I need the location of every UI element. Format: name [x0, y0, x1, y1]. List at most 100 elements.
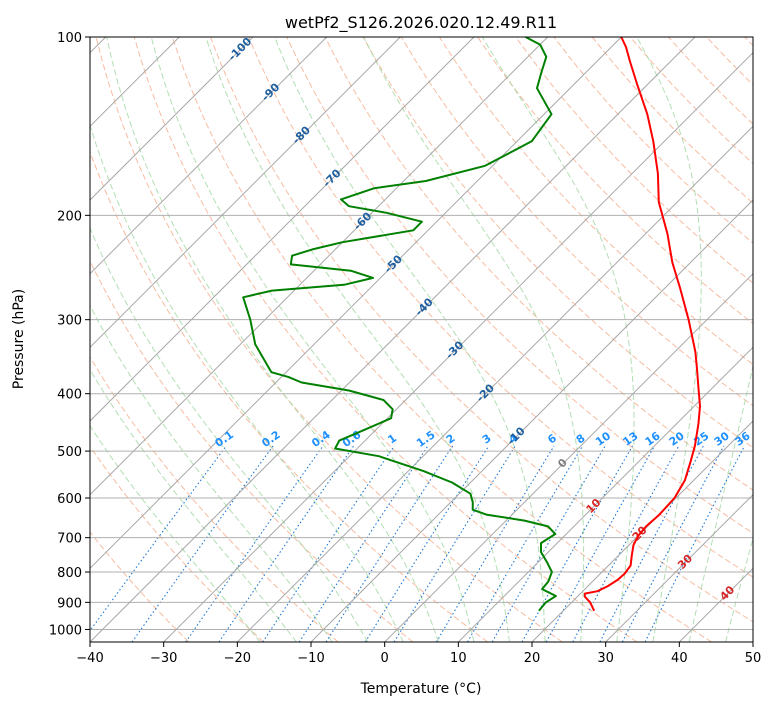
- mixing-ratio-label: 1: [385, 432, 399, 447]
- plot-area: 0.1 0.2 0.4 0.6 1 1.5 2 3 4 6 8 10 13 16 20 25 30 36-100-…: [90, 37, 753, 642]
- mixing-ratio-line: [599, 445, 704, 642]
- isotherm-label: 10: [584, 496, 604, 516]
- isotherm: [457, 346, 753, 642]
- x-tick-label: −20: [224, 651, 251, 666]
- dry-adiabat: [438, 37, 753, 366]
- dry-adiabat: [90, 445, 264, 642]
- isotherm-label: -30: [443, 338, 466, 361]
- mixing-ratio-line: [467, 445, 584, 642]
- x-tick-label: 50: [745, 651, 762, 666]
- isotherm-label: 40: [717, 583, 737, 603]
- y-tick-label: 500: [57, 445, 82, 460]
- mixing-ratio-line: [262, 445, 395, 642]
- isotherm: [90, 37, 401, 349]
- isotherm: [90, 37, 549, 496]
- mixing-ratio-label: 10: [593, 429, 613, 449]
- mixing-ratio-line: [393, 445, 516, 642]
- moist-adiabat: [90, 424, 261, 642]
- isotherm: [236, 125, 753, 642]
- mixing-ratio-label: 0.2: [259, 428, 282, 450]
- x-tick-label: 30: [597, 651, 614, 666]
- line-labels: 0.1 0.2 0.4 0.6 1 1.5 2 3 4 6 8 10 13 16 20 25 30 36-100-…: [213, 37, 753, 603]
- x-tick-label: 10: [450, 651, 467, 666]
- dewpoint-profile: [242, 37, 557, 612]
- dry-adiabat: [90, 356, 339, 642]
- mixing-ratio-label: 13: [620, 429, 640, 448]
- dry-adiabats: [90, 37, 753, 642]
- moist-adiabat: [90, 123, 404, 642]
- mixing-ratio-line: [621, 445, 725, 642]
- mixing-ratio-line: [298, 445, 429, 642]
- dry-adiabat: [706, 37, 753, 86]
- plot-frame: [89, 36, 754, 643]
- mixing-ratio-lines: [90, 445, 746, 642]
- dry-adiabat: [90, 259, 414, 642]
- isotherm: [384, 272, 753, 642]
- isotherm-label: -50: [382, 252, 405, 275]
- moist-adiabat: [363, 37, 585, 642]
- moist-adiabat: [90, 304, 333, 642]
- mixing-ratio-label: 20: [667, 429, 687, 449]
- x-tick-label: 0: [381, 651, 389, 666]
- dry-adiabat: [477, 37, 753, 325]
- moist-adiabats: [90, 37, 753, 642]
- temperature-profile: [583, 37, 701, 612]
- isotherm: [90, 37, 622, 570]
- mixing-ratio-label: 16: [643, 429, 663, 449]
- dry-adiabat: [515, 37, 753, 284]
- mixing-ratio-label: 1.5: [414, 428, 437, 450]
- x-axis-label: Temperature (°C): [360, 681, 482, 697]
- isotherm: [163, 51, 753, 642]
- dry-adiabat: [90, 531, 190, 642]
- x-axis: −40 −30 −20 −10 0 10 20 30 40 50: [76, 642, 761, 666]
- y-tick-label: 400: [57, 388, 82, 403]
- mixing-ratio-line: [218, 445, 355, 642]
- y-axis-label: Pressure (hPa): [11, 289, 27, 389]
- dry-adiabat: [668, 37, 753, 125]
- isotherm-gridlines: [90, 37, 753, 642]
- mixing-ratio-line: [572, 445, 680, 642]
- chart-title: wetPf2_S126.2026.020.12.49.R11: [285, 13, 557, 33]
- moist-adiabat: [205, 37, 510, 642]
- y-tick-label: 100: [57, 31, 82, 46]
- mixing-ratio-label: 0.1: [213, 428, 236, 450]
- x-tick-label: −10: [297, 651, 324, 666]
- mixing-ratio-line: [435, 445, 555, 642]
- y-tick-label: 300: [57, 314, 82, 329]
- moist-adiabat: [150, 37, 475, 642]
- mixing-ratio-line: [90, 445, 227, 632]
- profile-series: [242, 37, 701, 612]
- moist-adiabat: [106, 37, 439, 642]
- y-tick-label: 200: [57, 209, 82, 224]
- mixing-ratio-line: [545, 445, 656, 642]
- isotherm: [90, 37, 475, 422]
- x-tick-label: −40: [76, 651, 103, 666]
- mixing-ratio-label: 2: [444, 432, 458, 447]
- isotherm: [90, 37, 254, 201]
- mixing-ratio-label: 3: [480, 432, 494, 447]
- mixing-ratio-line: [644, 445, 746, 642]
- pressure-gridlines: [90, 37, 753, 630]
- dry-adiabat: [95, 37, 563, 642]
- mixing-ratio-label: 6: [545, 431, 559, 446]
- dry-adiabat: [90, 150, 488, 642]
- isotherm-label: -20: [474, 381, 497, 404]
- dry-adiabat: [248, 37, 753, 578]
- y-tick-label: 600: [57, 492, 82, 507]
- isotherm: [90, 37, 696, 642]
- y-tick-label: 700: [57, 532, 82, 547]
- dry-adiabat: [591, 37, 753, 204]
- isotherm: [605, 493, 753, 642]
- moist-adiabat: [688, 363, 753, 642]
- dry-adiabat: [553, 37, 753, 244]
- y-axis: 100 200 300 400 500 600 700 800 900 1000: [49, 31, 90, 638]
- x-tick-label: 20: [524, 651, 541, 666]
- mixing-ratio-line: [185, 445, 324, 642]
- dry-adiabat: [133, 37, 638, 642]
- moist-adiabat: [725, 537, 753, 642]
- y-tick-label: 900: [57, 596, 82, 611]
- y-tick-label: 800: [57, 566, 82, 581]
- isotherm: [310, 199, 753, 642]
- isotherm: [531, 420, 753, 642]
